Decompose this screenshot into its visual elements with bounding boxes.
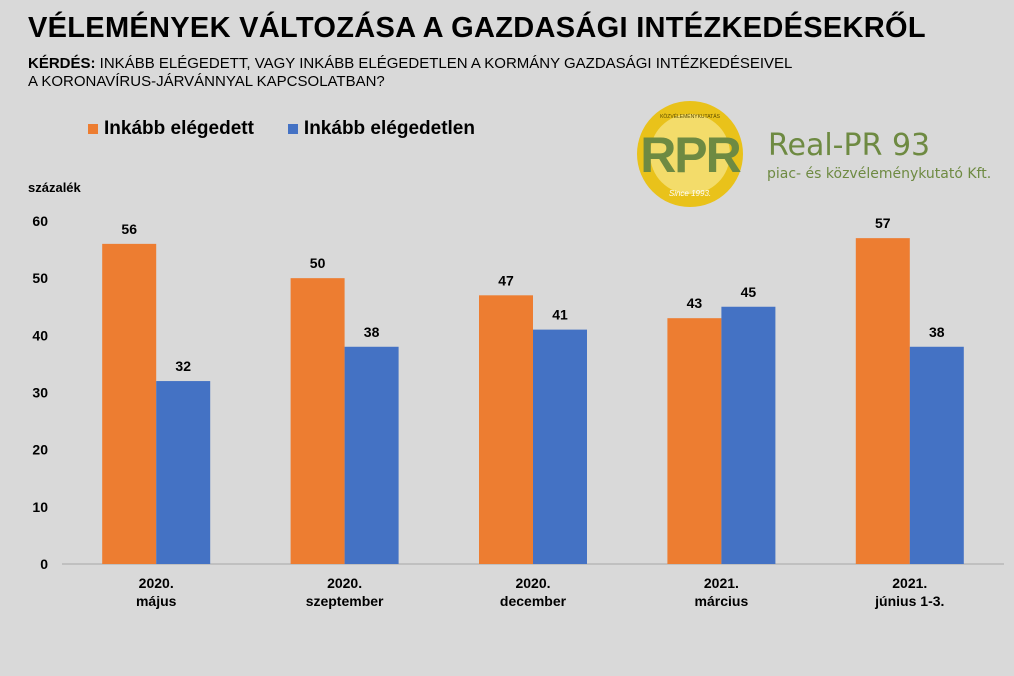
survey-question: KÉRDÉS: INKÁBB ELÉGEDETT, VAGY INKÁBB EL…	[28, 55, 888, 91]
logo-company-name: Real-PR 93	[768, 128, 931, 163]
y-axis-label: százalék	[28, 180, 82, 195]
x-tick-label: 2021.	[704, 575, 739, 591]
badge-rpr-text: RPR	[640, 127, 741, 183]
y-tick-label: 50	[32, 270, 48, 286]
bar	[533, 329, 587, 564]
data-label: 45	[741, 284, 757, 300]
legend-item-dissatisfied: Inkább elégedetlen	[287, 118, 475, 140]
y-tick-label: 60	[32, 213, 48, 229]
rpr-badge-icon: KÖZVÉLEMÉNYKUTATÁS Since 1993. RPR	[637, 101, 744, 207]
bar	[290, 278, 345, 564]
data-label: 43	[687, 295, 703, 311]
legend-item-satisfied: Inkább elégedett	[88, 118, 254, 140]
company-logo: KÖZVÉLEMÉNYKUTATÁS Since 1993. RPR Real-…	[618, 100, 991, 210]
x-tick-label: december	[500, 593, 567, 609]
y-tick-label: 0	[40, 556, 48, 572]
legend-label-satisfied: Inkább elégedett	[104, 118, 254, 139]
bar	[344, 346, 399, 564]
x-tick-label: június 1-3.	[874, 593, 944, 609]
logo-tagline: piac- és közvéleménykutató Kft.	[767, 166, 992, 182]
x-tick-label: 2020.	[139, 575, 174, 591]
badge-ring-bottom-text: Since 1993.	[669, 189, 711, 198]
bar	[156, 381, 211, 564]
x-tick-label: szeptember	[306, 593, 384, 609]
data-label: 38	[364, 324, 380, 340]
legend-label-dissatisfied: Inkább elégedetlen	[303, 118, 475, 139]
y-tick-label: 20	[32, 442, 48, 458]
legend-swatch-dissatisfied	[287, 124, 298, 134]
bar	[855, 238, 910, 564]
bar	[721, 306, 776, 564]
chart-legend: Inkább elégedett Inkább elégedetlen	[88, 118, 509, 140]
data-label: 56	[121, 221, 137, 237]
data-label: 57	[875, 215, 891, 231]
badge-inner-disc	[650, 114, 730, 194]
x-tick-label: 2020.	[515, 575, 550, 591]
page-title: VÉLEMÉNYEK VÁLTOZÁSA A GAZDASÁGI INTÉZKE…	[28, 12, 926, 44]
data-label: 41	[552, 307, 568, 323]
data-label: 38	[929, 324, 945, 340]
legend-swatch-satisfied	[88, 124, 98, 134]
x-tick-label: március	[695, 593, 749, 609]
x-tick-label: május	[136, 593, 177, 609]
data-label: 47	[498, 272, 514, 288]
data-label: 50	[310, 255, 326, 271]
data-label: 32	[175, 358, 191, 374]
question-label: KÉRDÉS:	[28, 55, 96, 72]
y-tick-label: 40	[32, 327, 48, 343]
bar	[102, 243, 157, 564]
bar	[909, 346, 964, 564]
bar	[479, 295, 533, 564]
y-tick-label: 30	[32, 385, 48, 401]
bar	[667, 318, 722, 564]
x-tick-label: 2021.	[892, 575, 927, 591]
x-tick-label: 2020.	[327, 575, 362, 591]
badge-ring-top-text: KÖZVÉLEMÉNYKUTATÁS	[660, 113, 720, 120]
question-line-2: A KORONAVÍRUS-JÁRVÁNNYAL KAPCSOLATBAN?	[28, 73, 385, 90]
question-line-1: INKÁBB ELÉGEDETT, VAGY INKÁBB ELÉGEDETLE…	[95, 55, 793, 72]
y-tick-label: 10	[32, 499, 48, 515]
